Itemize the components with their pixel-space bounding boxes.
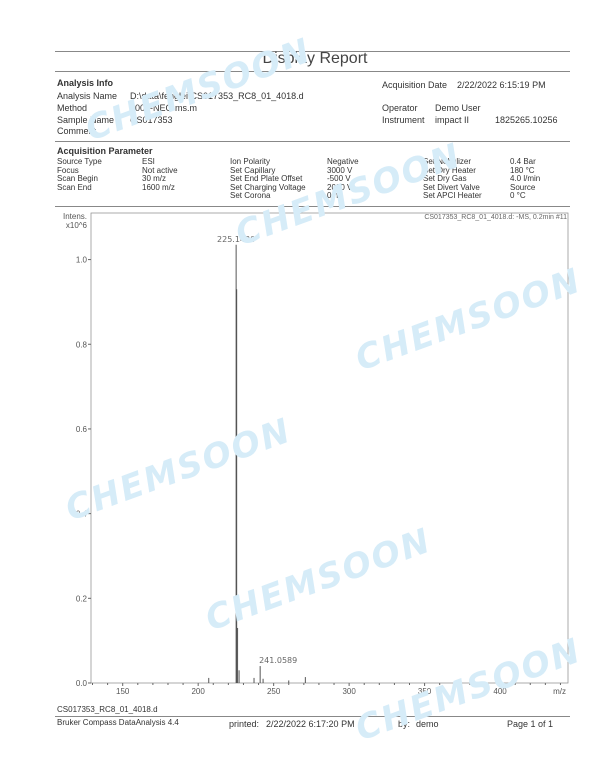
chart-title: CS017353_RC8_01_4018.d: -MS, 0.2min #11 xyxy=(424,214,567,221)
instrument-value: impact II xyxy=(435,115,470,125)
y-tick-label: 0.6 xyxy=(76,425,88,434)
param-label: Set Nebulizer xyxy=(423,157,472,166)
operator-label: Operator xyxy=(382,103,418,113)
param-label: Set APCI Heater xyxy=(423,191,482,201)
peak-label: 241.0589 xyxy=(259,656,297,665)
y-axis-unit: x10^6 xyxy=(65,221,87,230)
divider xyxy=(55,716,570,717)
param-value: ESI xyxy=(142,157,155,166)
param-label: Focus xyxy=(57,165,79,175)
page-title: Display Report xyxy=(262,50,368,67)
acquisition-heading: Acquisition Parameter xyxy=(57,146,153,156)
peak-label: 225.1430 xyxy=(217,235,255,244)
param-value: 180 °C xyxy=(510,165,535,175)
analysis-info-heading: Analysis Info xyxy=(57,78,114,88)
param-value: -500 V xyxy=(327,174,351,184)
param-value: 4.0 l/min xyxy=(510,174,541,184)
operator-value: Demo User xyxy=(435,103,481,113)
x-axis-label: m/z xyxy=(553,687,566,696)
x-tick-label: 200 xyxy=(191,687,205,696)
param-value: 0 nA xyxy=(327,191,344,201)
param-value: 3000 V xyxy=(327,165,353,175)
plot-frame xyxy=(90,212,569,684)
analysis-name-value: D:\data\fenglei\CS017353_RC8_01_4018.d xyxy=(130,91,304,101)
param-label: Set Capillary xyxy=(230,165,276,175)
param-value: Not active xyxy=(142,165,178,175)
footer-page: Page 1 of 1 xyxy=(507,719,554,729)
param-label: Set Corona xyxy=(230,191,271,201)
param-label: Set Charging Voltage xyxy=(230,182,306,192)
x-tick-label: 400 xyxy=(493,687,507,696)
sample-name-value: CS017353 xyxy=(130,115,173,125)
footer-by-label: by: xyxy=(398,719,411,729)
param-label: Set Divert Valve xyxy=(423,182,480,192)
comment-label: Comment xyxy=(57,126,97,136)
param-value: 30 m/z xyxy=(142,174,167,184)
param-value: Negative xyxy=(327,157,359,166)
sample-name-label: Sample Name xyxy=(57,115,115,125)
x-tick-label: 150 xyxy=(116,687,130,696)
param-value: Source xyxy=(510,182,536,192)
param-value: 0 °C xyxy=(510,191,526,201)
param-label: Scan End xyxy=(57,182,92,192)
x-tick-label: 300 xyxy=(342,687,356,696)
y-axis-label: Intens. xyxy=(62,212,87,221)
footer-printed-label: printed: xyxy=(229,719,260,729)
y-tick-label: 0.2 xyxy=(76,594,88,603)
param-label: Source Type xyxy=(57,157,102,166)
instrument-label: Instrument xyxy=(382,115,425,125)
param-label: Set Dry Heater xyxy=(423,165,476,175)
param-value: 1600 m/z xyxy=(142,182,175,192)
y-tick-label: 0.4 xyxy=(76,510,88,519)
footer-software: Bruker Compass DataAnalysis 4.4 xyxy=(57,718,179,727)
method-value: 1008-NEG ms.m xyxy=(130,103,198,113)
instrument-serial: 1825265.10256 xyxy=(495,115,558,125)
y-tick-label: 0.8 xyxy=(76,340,88,349)
y-tick-label: 1.0 xyxy=(76,256,88,265)
divider xyxy=(55,141,570,142)
param-label: Scan Begin xyxy=(57,174,98,184)
footer-printed-date: 2/22/2022 6:17:20 PM xyxy=(266,719,355,729)
x-tick-label: 250 xyxy=(267,687,281,696)
divider xyxy=(55,206,570,207)
method-label: Method xyxy=(57,103,88,113)
x-tick-label: 350 xyxy=(418,687,432,696)
y-tick-label: 0.0 xyxy=(76,679,88,688)
footer-by-value: demo xyxy=(416,719,439,729)
analysis-name-label: Analysis Name xyxy=(57,91,118,101)
acquisition-date-value: 2/22/2022 6:15:19 PM xyxy=(457,80,546,90)
acquisition-date-label: Acquisition Date xyxy=(382,80,448,90)
divider xyxy=(55,71,570,72)
param-value: 0.4 Bar xyxy=(510,157,536,166)
divider xyxy=(55,51,570,52)
param-label: Ion Polarity xyxy=(230,157,271,166)
footer-file: CS017353_RC8_01_4018.d xyxy=(57,705,158,714)
param-value: 2000 V xyxy=(327,182,353,192)
param-label: Set End Plate Offset xyxy=(230,174,303,184)
param-label: Set Dry Gas xyxy=(423,174,467,184)
